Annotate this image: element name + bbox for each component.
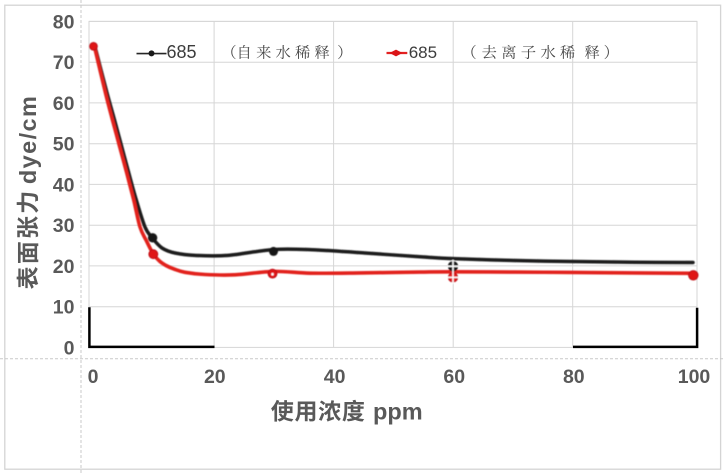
svg-text:80: 80: [53, 11, 75, 33]
svg-text:100: 100: [678, 366, 711, 388]
svg-text:ppm: ppm: [373, 399, 423, 425]
svg-text:30: 30: [53, 215, 75, 237]
svg-text:40: 40: [53, 174, 75, 196]
svg-text:80: 80: [563, 366, 585, 388]
svg-text:685: 685: [167, 42, 197, 62]
svg-text:685: 685: [409, 43, 437, 62]
svg-text:40: 40: [324, 366, 346, 388]
svg-text:20: 20: [204, 366, 226, 388]
svg-text:10: 10: [53, 297, 75, 319]
svg-text:50: 50: [53, 134, 75, 156]
svg-text:60: 60: [443, 366, 465, 388]
svg-text:70: 70: [53, 52, 75, 74]
svg-text:20: 20: [53, 256, 75, 278]
svg-text:0: 0: [64, 337, 75, 359]
svg-text:0: 0: [88, 366, 99, 388]
svg-text:60: 60: [53, 93, 75, 115]
svg-text:dye/cm: dye/cm: [15, 95, 41, 184]
